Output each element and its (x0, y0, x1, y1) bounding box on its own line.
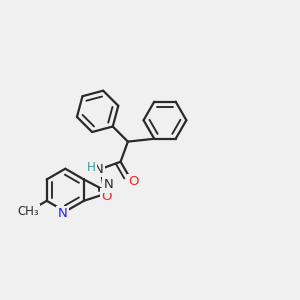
Text: N: N (94, 163, 104, 176)
Text: N: N (57, 207, 67, 220)
Text: O: O (101, 190, 112, 203)
Text: N: N (104, 178, 113, 191)
Text: CH₃: CH₃ (17, 205, 39, 218)
Text: H: H (86, 161, 95, 174)
Text: O: O (128, 175, 139, 188)
